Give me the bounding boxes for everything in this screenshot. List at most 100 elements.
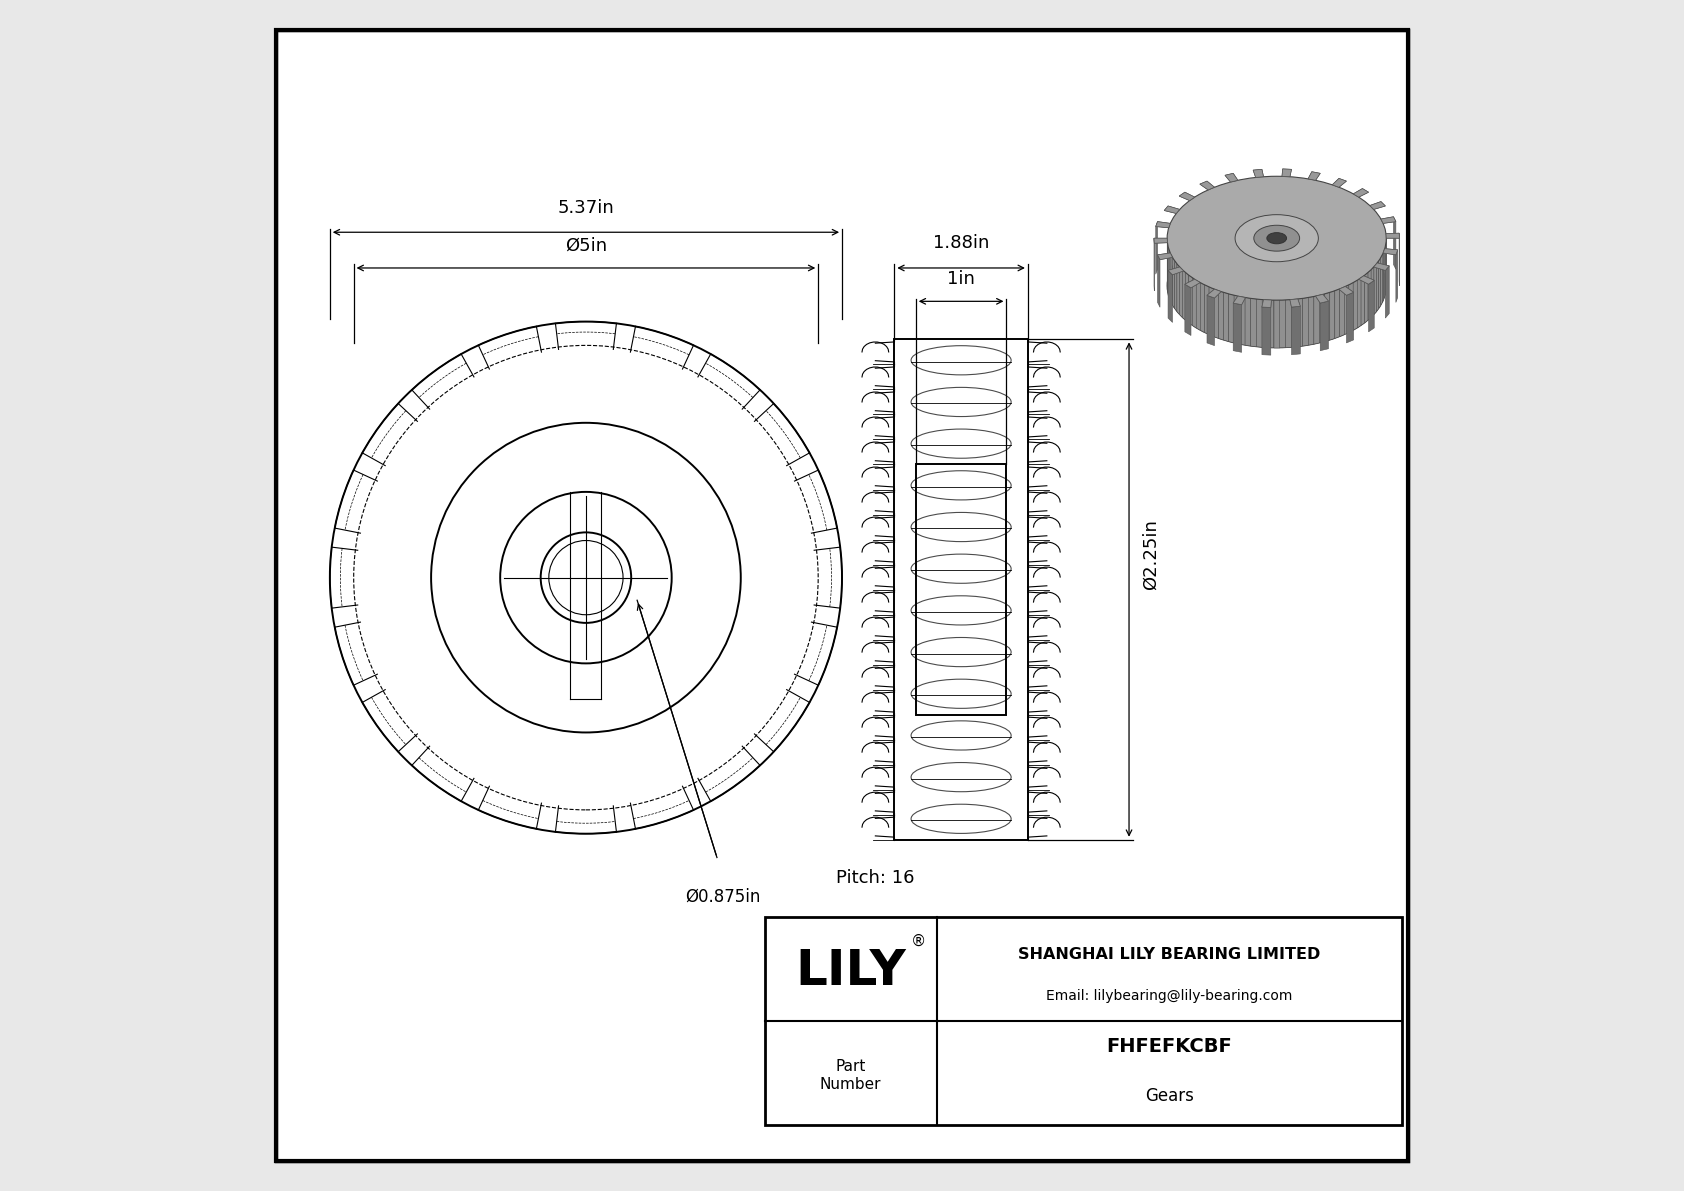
Text: Ø0.875in: Ø0.875in [685,887,761,905]
Bar [894,339,1027,840]
Polygon shape [1292,306,1300,355]
Polygon shape [1224,174,1238,182]
Text: Pitch: 16: Pitch: 16 [835,869,914,887]
Polygon shape [1164,206,1180,213]
Polygon shape [1273,300,1280,348]
Polygon shape [1381,217,1396,224]
Polygon shape [1357,278,1361,328]
Polygon shape [1172,257,1175,308]
Polygon shape [1330,291,1335,339]
Polygon shape [1155,222,1170,227]
Polygon shape [1186,273,1189,323]
Polygon shape [1297,299,1303,347]
Polygon shape [1224,292,1229,342]
Polygon shape [1386,233,1399,238]
Polygon shape [1214,289,1219,338]
Polygon shape [1179,192,1194,200]
Polygon shape [1386,266,1389,318]
Polygon shape [1207,289,1221,298]
Polygon shape [1186,279,1201,288]
Polygon shape [1179,267,1182,317]
Polygon shape [1189,275,1192,325]
Polygon shape [1261,300,1271,307]
Polygon shape [1308,297,1314,345]
Polygon shape [1290,299,1300,307]
Text: ®: ® [911,934,926,949]
Polygon shape [1169,270,1172,323]
Polygon shape [1354,188,1369,198]
Text: 1in: 1in [946,270,975,288]
Polygon shape [1186,279,1201,288]
Polygon shape [1371,267,1374,317]
Polygon shape [1155,222,1170,227]
Polygon shape [1251,299,1256,347]
Polygon shape [1383,249,1398,255]
Polygon shape [1369,201,1386,210]
Ellipse shape [1167,176,1386,300]
Polygon shape [1320,301,1329,350]
Polygon shape [1290,299,1300,307]
Bar [765,917,1401,1125]
Polygon shape [1175,261,1177,311]
Polygon shape [1347,292,1354,343]
Polygon shape [1157,255,1160,307]
Polygon shape [1339,287,1354,295]
Polygon shape [1261,300,1271,307]
Polygon shape [1282,169,1292,176]
Text: Email: lilybearing@lily-bearing.com: Email: lilybearing@lily-bearing.com [1046,990,1292,1003]
Polygon shape [1154,238,1167,243]
Polygon shape [1229,294,1234,343]
Polygon shape [1155,222,1157,274]
Polygon shape [1201,282,1204,332]
Polygon shape [1292,299,1297,348]
Text: FHFEFKCBF: FHFEFKCBF [1106,1037,1233,1055]
Polygon shape [1308,172,1320,180]
Polygon shape [1169,267,1184,275]
Text: 1.88in: 1.88in [933,235,989,252]
Polygon shape [1224,174,1238,182]
Polygon shape [1209,287,1214,337]
Text: Part
Number: Part Number [820,1059,881,1092]
Polygon shape [1201,181,1214,189]
Polygon shape [1177,263,1179,314]
Polygon shape [1303,298,1308,347]
Polygon shape [1263,300,1268,348]
Polygon shape [1233,297,1246,305]
Polygon shape [1374,263,1389,270]
Polygon shape [1157,252,1172,260]
Polygon shape [1386,233,1399,238]
Polygon shape [1164,206,1180,213]
Polygon shape [1204,285,1209,335]
Polygon shape [1282,169,1292,176]
Polygon shape [1374,263,1376,314]
Text: Ø2.25in: Ø2.25in [1142,518,1160,590]
Polygon shape [1369,280,1374,332]
Polygon shape [1359,276,1374,285]
Polygon shape [1280,300,1285,348]
Polygon shape [1383,249,1398,255]
Polygon shape [1379,257,1381,308]
Polygon shape [1367,269,1371,320]
Text: Ø5in: Ø5in [564,237,606,255]
Polygon shape [1332,179,1347,187]
Polygon shape [1233,297,1246,305]
Polygon shape [1354,280,1357,330]
Polygon shape [1207,289,1221,298]
Polygon shape [1169,267,1184,275]
Polygon shape [1253,169,1263,177]
Polygon shape [1186,285,1191,336]
Polygon shape [1192,278,1196,328]
Polygon shape [1376,261,1379,311]
Polygon shape [1335,289,1340,338]
Polygon shape [1369,201,1386,210]
Polygon shape [1234,295,1239,344]
Polygon shape [1261,307,1271,355]
Polygon shape [1340,287,1344,337]
Polygon shape [1359,276,1374,285]
Polygon shape [1315,294,1329,303]
Polygon shape [1349,282,1354,332]
Polygon shape [1339,287,1354,295]
Text: Gears: Gears [1145,1087,1194,1105]
Polygon shape [1364,273,1367,323]
Polygon shape [1170,255,1172,305]
